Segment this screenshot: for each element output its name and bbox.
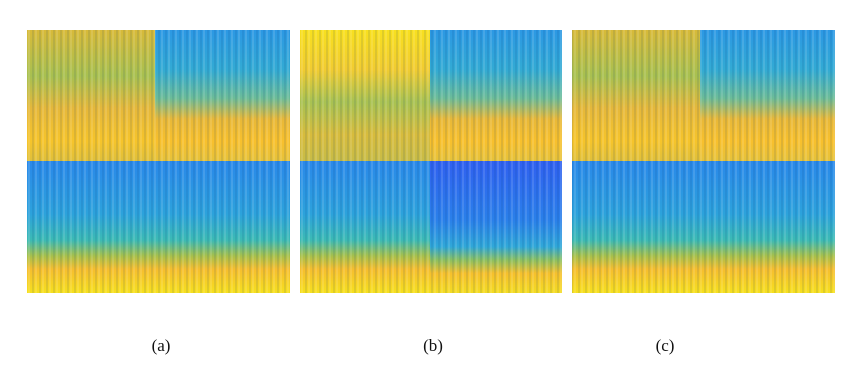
panel-c [572, 30, 835, 293]
caption: (b) [423, 336, 443, 355]
panel-b [300, 30, 562, 293]
panel-a [27, 30, 290, 293]
caption: (a) [151, 336, 171, 355]
caption: (c) [655, 336, 675, 355]
